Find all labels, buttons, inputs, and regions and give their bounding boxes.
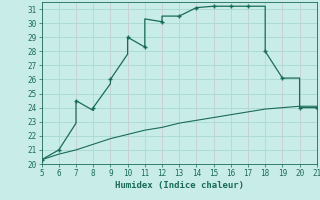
X-axis label: Humidex (Indice chaleur): Humidex (Indice chaleur) <box>115 181 244 190</box>
